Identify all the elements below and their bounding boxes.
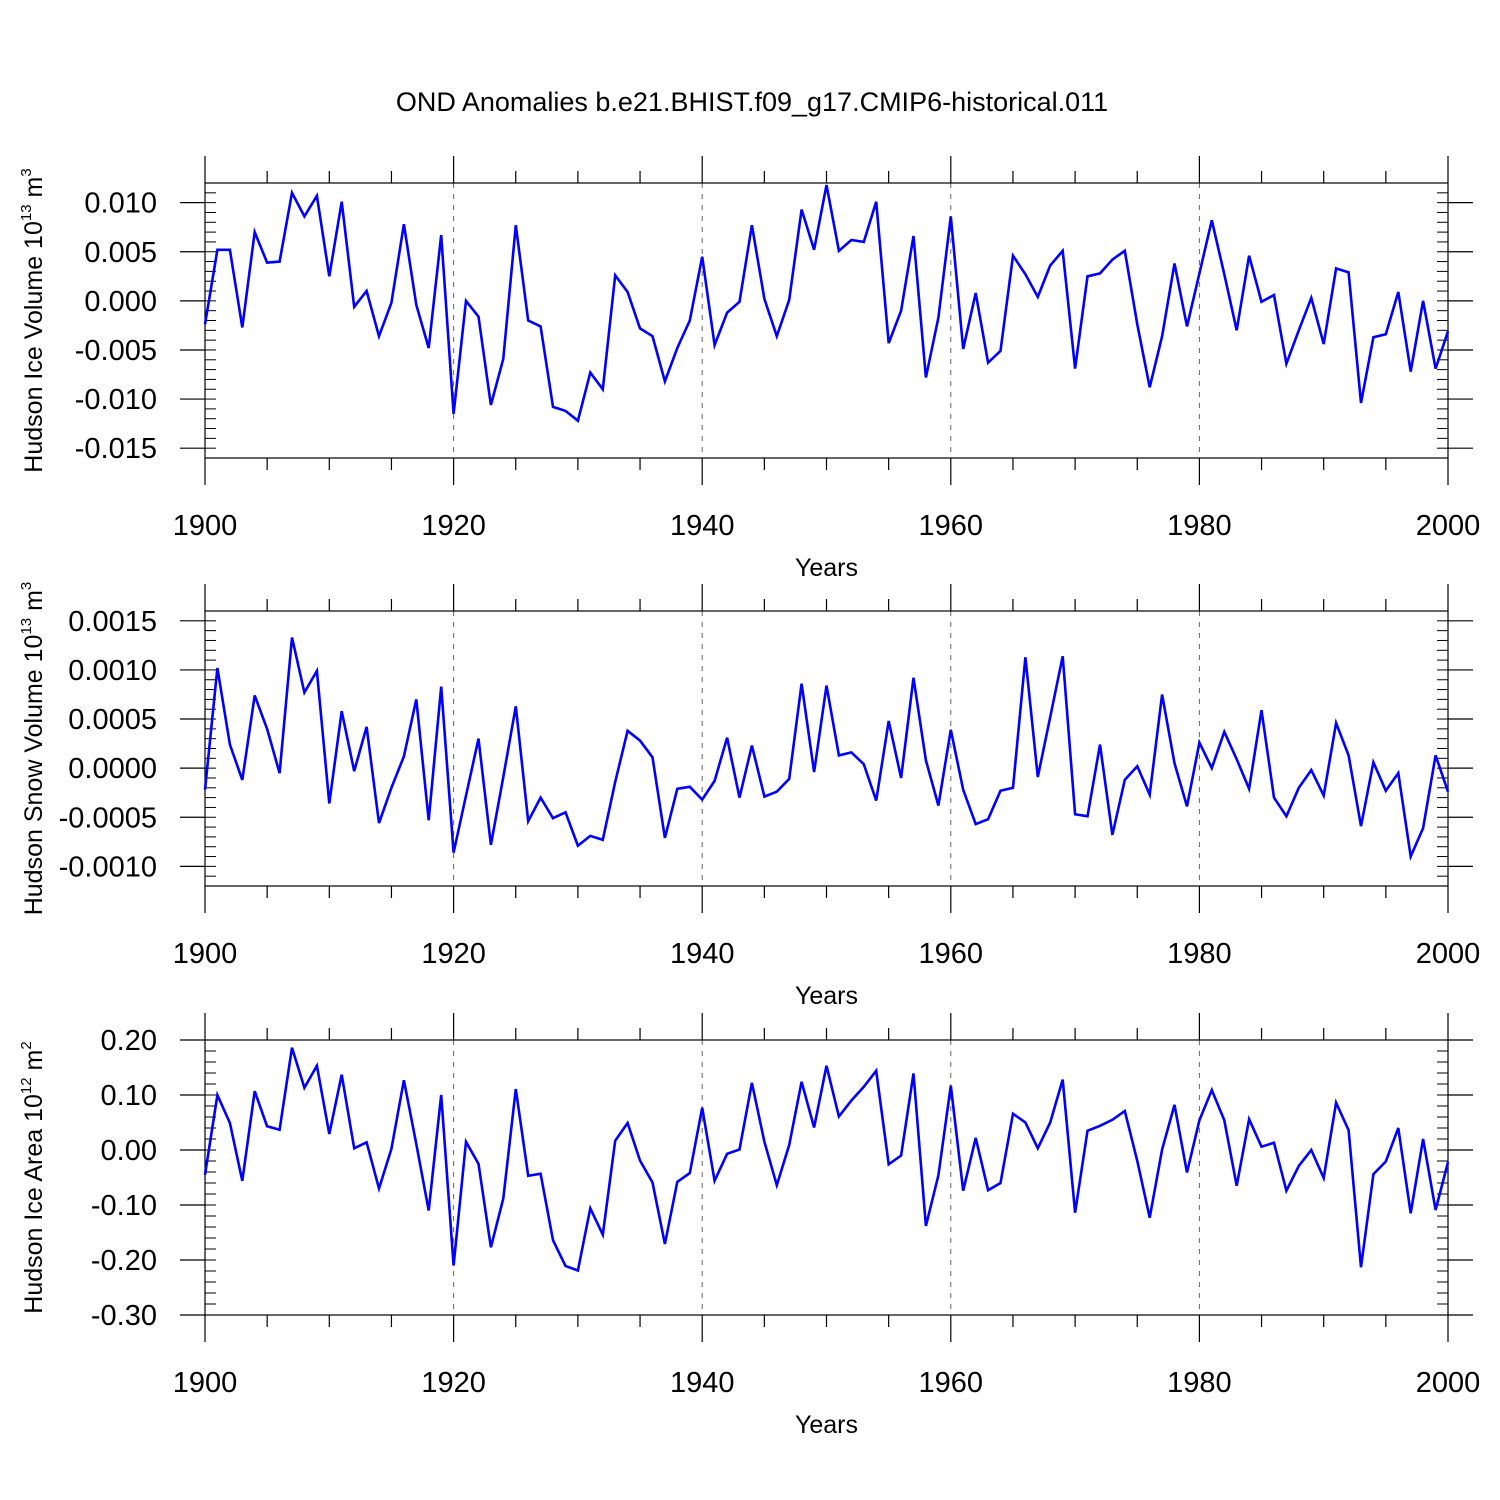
- x-tick-label: 1920: [421, 510, 486, 542]
- y-axis-title-main: Hudson Ice Volume 10: [20, 221, 48, 473]
- y-axis-title-exponent: 13: [18, 204, 35, 221]
- x-tick-label: 1900: [173, 938, 238, 970]
- y-axis-title-unit: m: [20, 1050, 48, 1078]
- chart-panel-snow-volume: 0.0015 0.0010 0.0005 0.0000 -0.0005 -0.0010 19…: [18, 582, 1480, 1010]
- x-tick-label: 2000: [1416, 938, 1481, 970]
- y-tick-label: 0.005: [84, 237, 157, 269]
- y-tick-label: -0.015: [75, 433, 157, 465]
- y-tick-label: -0.10: [91, 1190, 157, 1222]
- x-tick-label: 1920: [421, 938, 486, 970]
- plot-frame: [204, 610, 1449, 887]
- y-axis-title-unit-exponent: 2: [18, 1041, 35, 1049]
- series-line-snow-volume: [203, 637, 1450, 862]
- x-axis-title: Years: [795, 554, 858, 582]
- y-tick-label: -0.0005: [59, 802, 157, 834]
- y-tick-label: 0.000: [84, 286, 157, 318]
- y-tick-label: -0.0010: [59, 851, 157, 883]
- x-tick-label: 1960: [919, 1367, 984, 1399]
- x-tick-label: 1940: [670, 938, 735, 970]
- plot-frame: [204, 1039, 1449, 1316]
- x-tick-label: 1980: [1167, 510, 1232, 542]
- x-tick-label: 1940: [670, 1367, 735, 1399]
- x-tick-label: 2000: [1416, 1367, 1481, 1399]
- y-tick-label: -0.010: [75, 384, 157, 416]
- y-axis-title-exponent: 13: [18, 618, 35, 635]
- y-axis-title: Hudson Ice Volume 1013 m3: [18, 168, 48, 472]
- series-line-ice-volume: [203, 184, 1450, 423]
- y-axis-title: Hudson Ice Area 1012 m2: [18, 1041, 48, 1313]
- x-tick-label: 1980: [1167, 1367, 1232, 1399]
- y-axis-title-main: Hudson Snow Volume 10: [20, 635, 48, 916]
- y-axis-title-unit-exponent: 3: [18, 168, 35, 176]
- x-tick-label: 2000: [1416, 510, 1481, 542]
- y-axis-title-unit: m: [20, 177, 48, 205]
- y-tick-label: 0.0000: [68, 753, 157, 785]
- x-tick-label: 1900: [173, 510, 238, 542]
- x-tick-label: 1960: [919, 510, 984, 542]
- y-axis-title-exponent: 12: [18, 1077, 35, 1094]
- y-axis-title-unit-exponent: 3: [18, 582, 35, 590]
- series-line-ice-area: [203, 1047, 1450, 1273]
- y-tick-label: 0.10: [101, 1080, 157, 1112]
- x-tick-label: 1980: [1167, 938, 1232, 970]
- x-tick-label: 1940: [670, 510, 735, 542]
- x-axis-title: Years: [795, 1411, 858, 1439]
- y-tick-label: -0.005: [75, 335, 157, 367]
- x-tick-label: 1960: [919, 938, 984, 970]
- figure-title: OND Anomalies b.e21.BHIST.f09_g17.CMIP6-…: [396, 87, 1108, 117]
- y-tick-label: 0.20: [101, 1025, 157, 1057]
- y-axis-title-main: Hudson Ice Area 10: [20, 1094, 48, 1314]
- y-tick-label: 0.00: [101, 1135, 157, 1167]
- y-tick-label: -0.30: [91, 1300, 157, 1332]
- y-tick-label: 0.0015: [68, 606, 157, 638]
- x-tick-label: 1900: [173, 1367, 238, 1399]
- y-tick-label: 0.0010: [68, 655, 157, 687]
- y-tick-label: 0.0005: [68, 704, 157, 736]
- y-tick-label: -0.20: [91, 1245, 157, 1277]
- y-axis-title: Hudson Snow Volume 1013 m3: [18, 582, 48, 916]
- panels-group: 0.010 0.005 0.000 -0.005 -0.010 -0.015 1900 192…: [18, 156, 1480, 1439]
- y-axis-title-unit: m: [20, 590, 48, 618]
- plot-frame: [204, 182, 1449, 459]
- x-axis-title: Years: [795, 982, 858, 1010]
- chart-panel-ice-area: 0.20 0.10 0.00 -0.10 -0.20 -0.30 1900 1920 1940 1…: [18, 1013, 1480, 1439]
- y-tick-label: 0.010: [84, 188, 157, 220]
- chart-panel-ice-volume: 0.010 0.005 0.000 -0.005 -0.010 -0.015 1900 192…: [18, 156, 1480, 582]
- x-tick-label: 1920: [421, 1367, 486, 1399]
